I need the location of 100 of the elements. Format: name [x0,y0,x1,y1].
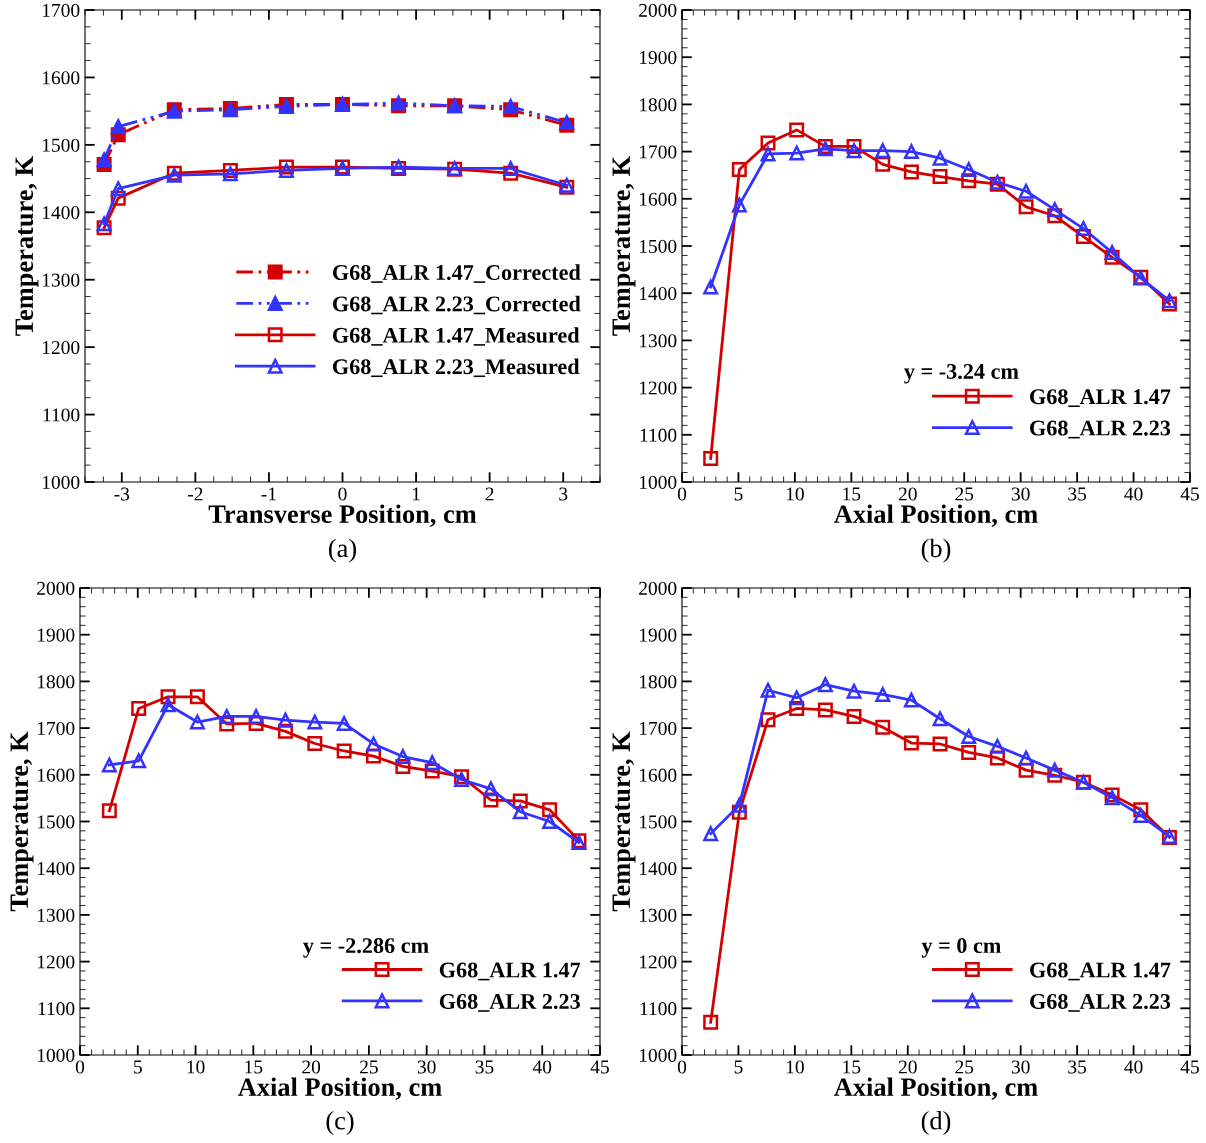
legend-label: G68_ALR 1.47_Corrected [332,264,581,283]
x-axis-title: Axial Position, cm [834,1077,1038,1100]
y-tick-label: 1500 [639,239,677,253]
text: (a) [329,538,356,563]
annotation: y = 0 cm [921,938,1001,958]
annotation: y = -3.24 cm [904,364,1019,384]
x-tick-label: 40 [1124,1060,1143,1074]
y-tick-label: 1200 [42,340,80,355]
y-tick-label: 1100 [640,428,677,442]
legend-label: G68_ALR 2.23_Corrected [332,295,581,315]
x-tick-label: 15 [843,1060,861,1074]
y-axis-title: Temperature, K [10,731,34,912]
x-tick-label: 5 [734,1060,743,1074]
x-tick-label: -3 [114,487,130,501]
y-tick-label: 1800 [37,675,75,689]
x-tick-label: 25 [360,1060,378,1074]
y-tick-label: 1500 [42,138,80,152]
x-tick-label: 30 [417,1060,436,1074]
y-tick-label: 1600 [37,768,75,782]
legend-label: G68_ALR 2.23 [439,993,580,1012]
y-tick-label: 1700 [37,721,75,736]
x-tick-label: 5 [734,487,743,501]
x-tick-label: 25 [955,1060,974,1074]
y-tick-label: 1400 [639,862,677,876]
x-tick-label: 10 [786,1060,804,1074]
x-axis-title: Axial Position, cm [238,1077,442,1100]
y-tick-label: 2000 [639,3,677,17]
y-tick-label: 1600 [639,192,677,206]
y-tick-label: 1500 [639,815,677,829]
x-tick-label: 20 [898,487,917,501]
y-tick-label: 1100 [43,408,80,422]
y-tick-label: 1900 [37,628,75,642]
y-tick-label: 1200 [37,955,75,969]
x-tick-label: 5 [134,1060,142,1074]
y-tick-label: 1600 [639,768,677,782]
legend-label: G68_ALR 1.47 [439,962,581,981]
x-tick-label: 10 [786,487,804,501]
x-tick-label: 40 [532,1060,552,1074]
y-tick-label: 2000 [37,581,75,595]
y-tick-label: 1700 [42,3,80,17]
y-tick-label: 1800 [639,675,677,689]
y-axis-title: Temperature, K [15,156,39,336]
x-tick-label: 20 [898,1060,917,1074]
y-tick-label: 1300 [37,908,75,922]
y-tick-label: 1000 [42,475,80,489]
x-tick-label: 40 [1124,487,1143,501]
y-tick-label: 1900 [639,51,677,65]
x-tick-label: 0 [677,1060,687,1074]
y-axis-title: Temperature, K [612,731,636,912]
x-tick-label: 45 [1180,487,1199,501]
x-tick-label: 15 [245,1060,263,1074]
x-tick-label: 45 [1180,1060,1199,1074]
y-tick-label: 1400 [37,862,75,876]
annotation: y = -2.286 cm [303,938,429,958]
x-tick-label: 15 [843,487,861,501]
legend-label: G68_ALR 2.23 [1030,993,1171,1012]
y-tick-label: 1300 [639,908,677,922]
x-axis-title: Axial Position, cm [834,504,1038,527]
legend-label: G68_ALR 1.47 [1030,962,1171,981]
text: (d) [921,1111,951,1135]
y-tick-label: 1900 [639,628,677,642]
y-tick-label: 1300 [42,273,80,287]
x-tick-label: 20 [302,1060,321,1074]
y-tick-label: 1700 [639,721,677,736]
y-tick-label: 1500 [37,815,75,829]
y-tick-label: 1600 [42,71,80,85]
x-tick-label: 3 [559,487,568,501]
x-tick-label: 45 [590,1060,609,1074]
y-tick-label: 1400 [639,287,677,301]
legend-label: G68_ALR 2.23 [1030,420,1171,439]
y-tick-label: 1000 [639,1048,677,1062]
legend-label: G68_ALR 1.47 [1030,389,1171,408]
y-tick-label: 1200 [639,955,677,969]
x-tick-label: 25 [955,487,974,501]
x-tick-label: 30 [1011,1060,1030,1074]
y-tick-label: 1400 [42,206,80,220]
y-tick-label: 1200 [639,381,677,395]
y-tick-label: 1100 [640,1002,677,1016]
y-tick-label: 1300 [639,334,677,348]
x-tick-label: 35 [1068,1060,1087,1074]
x-tick-label: 35 [1068,487,1087,501]
y-axis-title: Temperature, K [612,156,636,336]
x-tick-label: 0 [338,487,347,501]
legend-label: G68_ALR 2.23_Measured [332,358,580,378]
x-tick-label: -1 [261,487,276,501]
x-axis-title: Transverse Position, cm [208,504,477,527]
x-tick-label: -2 [187,487,203,501]
y-tick-label: 1100 [38,1002,75,1016]
legend-label: G68_ALR 1.47_Measured [332,327,580,346]
text: (c) [326,1111,354,1135]
y-tick-label: 1800 [639,98,677,112]
x-tick-label: 10 [187,1060,205,1074]
x-tick-label: 1 [412,487,420,501]
x-tick-label: 0 [677,487,687,501]
y-tick-label: 1700 [639,145,677,159]
x-tick-label: 35 [475,1060,494,1074]
y-tick-label: 2000 [639,581,677,595]
y-tick-label: 1000 [37,1048,75,1062]
x-tick-label: 30 [1011,487,1030,501]
x-tick-label: 2 [485,487,494,501]
